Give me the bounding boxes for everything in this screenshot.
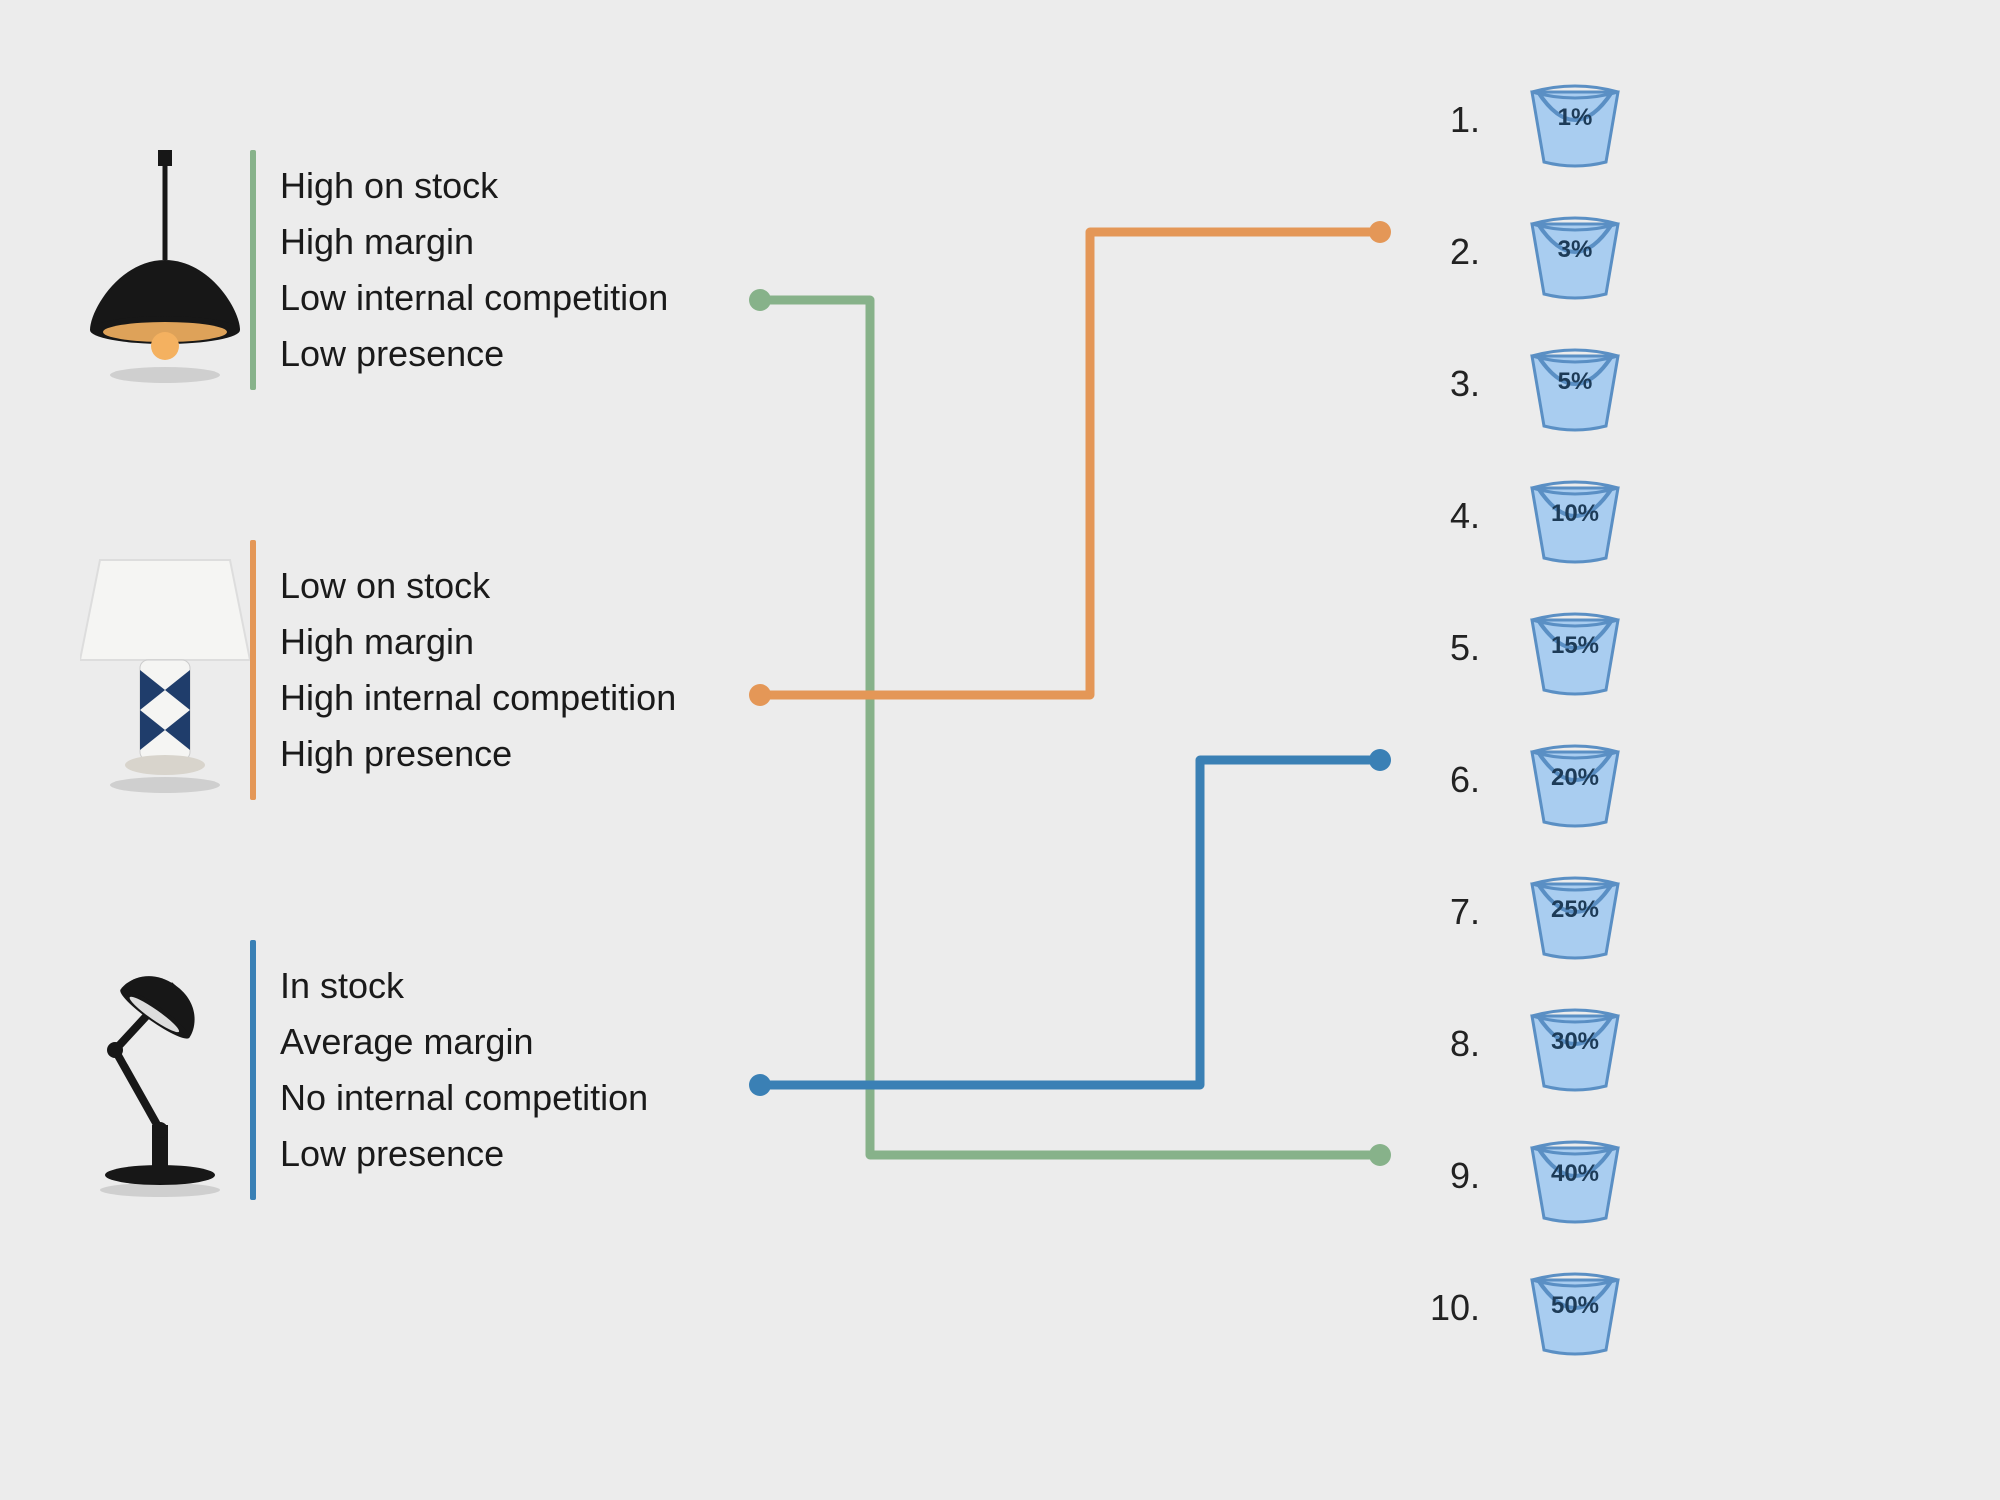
bucket-icon: 20% — [1520, 730, 1630, 830]
pendant-lamp-icon — [80, 150, 250, 390]
connector-path — [760, 760, 1380, 1085]
bucket-row: 6. 20% — [1420, 730, 1630, 830]
bucket-icon: 10% — [1520, 466, 1630, 566]
attr-line: Low presence — [280, 326, 668, 382]
bucket-number: 6. — [1420, 759, 1480, 801]
bucket-percent: 15% — [1520, 632, 1630, 660]
attr-line: Low on stock — [280, 558, 676, 614]
diagram-stage: High on stock High margin Low internal c… — [0, 0, 2000, 1500]
bucket-icon: 1% — [1520, 70, 1630, 170]
connector-start-dot — [749, 1074, 771, 1096]
desk-lamp-icon — [80, 940, 250, 1200]
bucket-number: 1. — [1420, 99, 1480, 141]
bucket-number: 10. — [1420, 1287, 1480, 1329]
attr-line: Average margin — [280, 1014, 648, 1070]
bucket-percent: 50% — [1520, 1292, 1630, 1320]
product-attrs: In stock Average margin No internal comp… — [256, 958, 648, 1181]
bucket-number: 4. — [1420, 495, 1480, 537]
bucket-number: 2. — [1420, 231, 1480, 273]
bucket-number: 8. — [1420, 1023, 1480, 1065]
bucket-icon: 15% — [1520, 598, 1630, 698]
bucket-row: 2. 3% — [1420, 202, 1630, 302]
connector-start-dot — [749, 289, 771, 311]
bucket-number: 7. — [1420, 891, 1480, 933]
bucket-percent: 5% — [1520, 368, 1630, 396]
bucket-percent: 25% — [1520, 896, 1630, 924]
attr-line: High presence — [280, 726, 676, 782]
bucket-row: 3. 5% — [1420, 334, 1630, 434]
bucket-icon: 3% — [1520, 202, 1630, 302]
bucket-row: 1. 1% — [1420, 70, 1630, 170]
bucket-icon: 40% — [1520, 1126, 1630, 1226]
bucket-icon: 5% — [1520, 334, 1630, 434]
bucket-icon: 30% — [1520, 994, 1630, 1094]
product-attrs: High on stock High margin Low internal c… — [256, 158, 668, 381]
attr-line: Low presence — [280, 1126, 648, 1182]
bucket-number: 5. — [1420, 627, 1480, 669]
attr-line: High on stock — [280, 158, 668, 214]
attr-line: High internal competition — [280, 670, 676, 726]
bucket-row: 8. 30% — [1420, 994, 1630, 1094]
product-attrs: Low on stock High margin High internal c… — [256, 558, 676, 781]
bucket-icon: 50% — [1520, 1258, 1630, 1358]
attr-line: High margin — [280, 614, 676, 670]
bucket-percent: 30% — [1520, 1028, 1630, 1056]
bucket-percent: 20% — [1520, 764, 1630, 792]
connector-end-dot — [1369, 749, 1391, 771]
product-desk-lamp: In stock Average margin No internal comp… — [80, 940, 648, 1200]
bucket-percent: 10% — [1520, 500, 1630, 528]
bucket-row: 7. 25% — [1420, 862, 1630, 962]
attr-line: Low internal competition — [280, 270, 668, 326]
connector-end-dot — [1369, 221, 1391, 243]
connector-end-dot — [1369, 1144, 1391, 1166]
product-table-lamp: Low on stock High margin High internal c… — [80, 540, 676, 800]
bucket-percent: 1% — [1520, 104, 1630, 132]
connector-start-dot — [749, 684, 771, 706]
attr-line: No internal competition — [280, 1070, 648, 1126]
bucket-row: 10. 50% — [1420, 1258, 1630, 1358]
attr-line: High margin — [280, 214, 668, 270]
bucket-number: 3. — [1420, 363, 1480, 405]
connector-path — [760, 300, 1380, 1155]
bucket-percent: 40% — [1520, 1160, 1630, 1188]
bucket-row: 5. 15% — [1420, 598, 1630, 698]
connector-path — [760, 232, 1380, 695]
bucket-row: 9. 40% — [1420, 1126, 1630, 1226]
bucket-row: 4. 10% — [1420, 466, 1630, 566]
bucket-number: 9. — [1420, 1155, 1480, 1197]
product-pendant: High on stock High margin Low internal c… — [80, 150, 668, 390]
bucket-icon: 25% — [1520, 862, 1630, 962]
attr-line: In stock — [280, 958, 648, 1014]
bucket-percent: 3% — [1520, 236, 1630, 264]
table-lamp-icon — [80, 540, 250, 800]
